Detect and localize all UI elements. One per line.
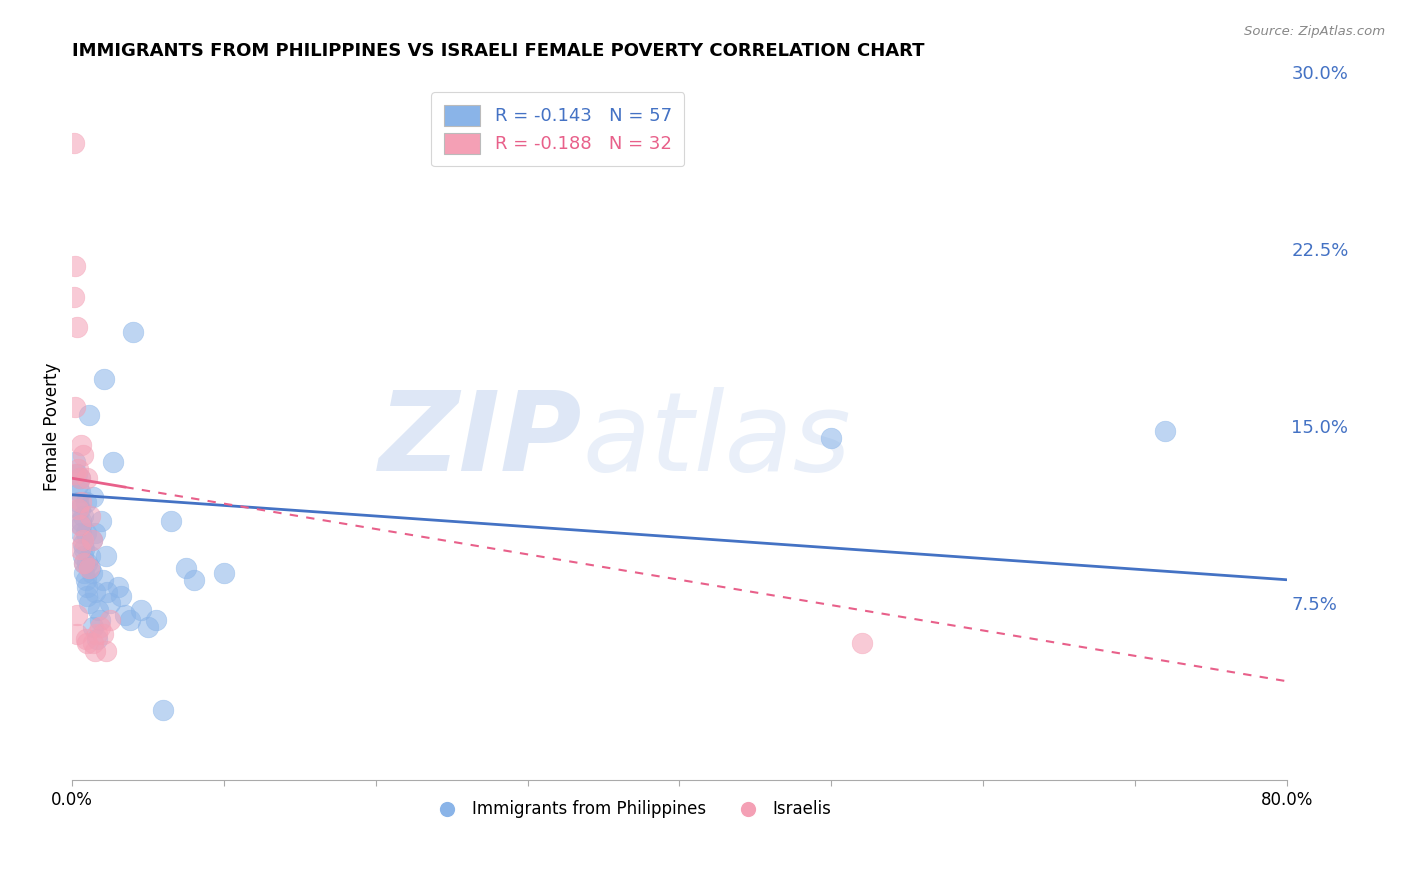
Point (114, 608, 136, 623)
Point (62, 136, 84, 151)
Point (73, 566, 96, 580)
Point (1154, 424, 1177, 438)
Point (70, 495, 93, 509)
Point (84, 643, 107, 657)
Point (67, 478, 90, 492)
Point (145, 613, 167, 627)
Point (69, 471, 91, 485)
Point (94, 643, 117, 657)
Point (91, 573, 114, 587)
Point (73, 542, 96, 557)
Point (69, 485, 91, 500)
Point (89, 613, 111, 627)
Point (76, 556, 98, 570)
Point (70, 438, 93, 452)
Point (69, 471, 91, 485)
Point (183, 573, 205, 587)
Point (98, 613, 121, 627)
Point (129, 603, 152, 617)
Point (96, 584, 118, 599)
Point (69, 502, 91, 516)
Point (77, 561, 100, 575)
Point (75, 573, 97, 587)
Point (82, 490, 104, 504)
Point (80, 533, 103, 547)
Point (72, 549, 94, 563)
Point (69, 518, 91, 533)
Point (72, 533, 94, 547)
Point (76, 636, 98, 650)
Text: Source: ZipAtlas.com: Source: ZipAtlas.com (1244, 25, 1385, 38)
Point (65, 455, 87, 469)
Point (69, 542, 91, 557)
Point (70, 525, 93, 540)
Point (70, 514, 93, 528)
Point (82, 620, 104, 634)
Point (65, 259, 87, 273)
Point (66, 627, 89, 641)
Point (86, 627, 108, 641)
Point (98, 596, 121, 610)
Point (110, 589, 132, 603)
Point (75, 525, 97, 540)
Point (87, 603, 110, 617)
Point (66, 608, 89, 623)
Point (90, 514, 112, 528)
Point (77, 408, 100, 422)
Point (820, 431, 842, 445)
Point (72, 537, 94, 551)
Point (66, 467, 89, 481)
Point (65, 467, 87, 481)
Point (94, 549, 117, 563)
Point (82, 636, 104, 650)
Point (86, 632, 108, 646)
Point (66, 320, 89, 334)
Point (174, 561, 197, 575)
Point (77, 596, 100, 610)
Point (76, 471, 98, 485)
Point (103, 455, 125, 469)
Point (62, 289, 84, 303)
Point (79, 561, 101, 575)
Point (76, 580, 98, 594)
Text: IMMIGRANTS FROM PHILIPPINES VS ISRAELI FEMALE POVERTY CORRELATION CHART: IMMIGRANTS FROM PHILIPPINES VS ISRAELI F… (72, 42, 925, 60)
Y-axis label: Female Poverty: Female Poverty (44, 362, 60, 491)
Text: ZIP: ZIP (378, 387, 582, 494)
Point (851, 636, 873, 650)
Text: atlas: atlas (582, 387, 851, 494)
Point (79, 509, 101, 524)
Point (84, 525, 107, 540)
Point (80, 566, 103, 580)
Point (65, 401, 87, 415)
Point (89, 620, 111, 634)
Point (72, 448, 94, 462)
Point (67, 502, 90, 516)
Point (80, 533, 103, 547)
Point (72, 509, 94, 524)
Point (75, 632, 97, 646)
Point (152, 702, 174, 716)
Point (67, 462, 90, 476)
Legend: Immigrants from Philippines, Israelis: Immigrants from Philippines, Israelis (423, 794, 838, 825)
Point (160, 514, 183, 528)
Point (122, 325, 145, 339)
Point (84, 584, 107, 599)
Point (70, 518, 93, 533)
Point (118, 613, 141, 627)
Point (75, 495, 97, 509)
Point (76, 589, 98, 603)
Point (107, 580, 129, 594)
Point (67, 495, 90, 509)
Point (73, 556, 96, 570)
Point (79, 549, 101, 563)
Point (136, 620, 159, 634)
Point (212, 566, 235, 580)
Point (91, 627, 114, 641)
Point (73, 556, 96, 570)
Point (93, 372, 115, 386)
